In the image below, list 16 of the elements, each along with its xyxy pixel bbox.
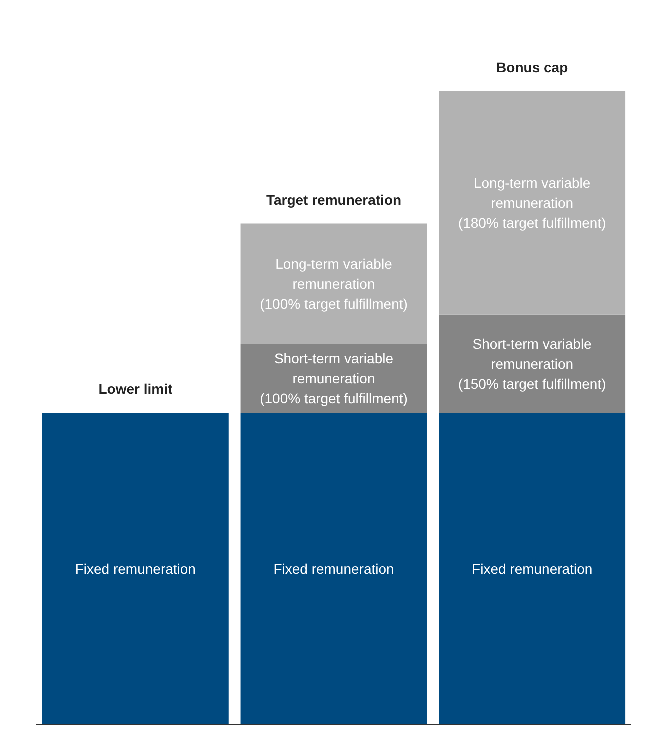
bar bbox=[439, 91, 626, 315]
annotation: Fixed remuneration bbox=[274, 560, 394, 577]
annotation: Short-term variable remuneration (100% target fulfillment) bbox=[260, 350, 408, 407]
x-tick-label: Lower limit bbox=[98, 381, 173, 398]
bar bbox=[240, 224, 428, 344]
bar bbox=[439, 314, 626, 414]
bar bbox=[240, 413, 428, 724]
annotation: Long-term variable remuneration (100% target fulfillment) bbox=[260, 256, 408, 312]
annotation: Short-term variable remuneration (150% target fulfillment) bbox=[458, 336, 606, 392]
x-tick-label: Target remuneration bbox=[266, 192, 402, 208]
x-tick-label: Bonus cap bbox=[496, 60, 568, 76]
annotation: Fixed remuneration bbox=[472, 560, 593, 577]
bar bbox=[439, 413, 626, 724]
bar bbox=[42, 413, 229, 724]
annotation: Long-term variable remuneration (180% target fulfillment) bbox=[458, 175, 606, 232]
annotation: Fixed remuneration bbox=[75, 560, 196, 577]
